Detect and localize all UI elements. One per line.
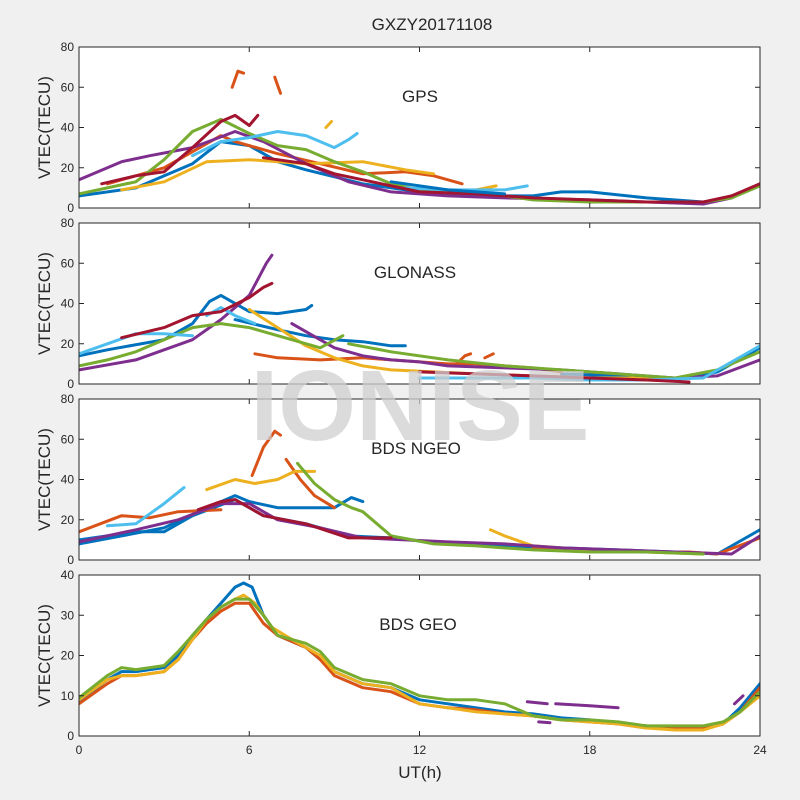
x-tick-label: 0 bbox=[76, 743, 83, 757]
series-line-9 bbox=[191, 130, 359, 158]
series-line-4 bbox=[525, 700, 549, 706]
series-line-9 bbox=[79, 322, 345, 368]
series-group bbox=[79, 581, 760, 732]
x-tick-label: 6 bbox=[246, 743, 253, 757]
series-group bbox=[79, 69, 760, 206]
series-line-10 bbox=[403, 184, 529, 192]
series-group bbox=[79, 429, 760, 556]
y-tick-label: 10 bbox=[61, 689, 75, 703]
series-line-15 bbox=[418, 370, 691, 384]
x-tick-label: 18 bbox=[583, 743, 597, 757]
y-tick-label: 40 bbox=[61, 297, 75, 311]
y-tick-label: 40 bbox=[61, 473, 75, 487]
series-line-11 bbox=[100, 113, 260, 186]
series-line-11 bbox=[196, 498, 393, 540]
series-line-6 bbox=[324, 120, 333, 129]
series-line-6 bbox=[205, 469, 316, 492]
watermark-ionise: IONISE bbox=[251, 350, 590, 462]
series-line-2 bbox=[79, 593, 760, 732]
panel-label: BDS NGEO bbox=[371, 439, 461, 458]
panel-label: GLONASS bbox=[374, 263, 456, 282]
plot-area bbox=[79, 399, 760, 560]
x-tick-label: 24 bbox=[753, 743, 767, 757]
figure-title: GXZY20171108 bbox=[372, 15, 493, 34]
panel-gps: 0 20 40 60 80 VTEC(TECU) GPS bbox=[35, 40, 761, 215]
series-line-14 bbox=[120, 281, 274, 340]
series-line-3 bbox=[250, 429, 282, 477]
y-tick-label: 20 bbox=[61, 649, 75, 663]
y-tick-label: 80 bbox=[61, 392, 75, 406]
series-line-6 bbox=[537, 720, 552, 725]
y-tick-label: 20 bbox=[61, 513, 75, 527]
y-tick-label: 40 bbox=[61, 568, 75, 582]
series-line-5 bbox=[483, 352, 495, 360]
series-line-2 bbox=[230, 69, 246, 89]
y-tick-label: 60 bbox=[61, 80, 75, 94]
y-tick-label: 0 bbox=[67, 729, 74, 743]
series-line-5 bbox=[554, 702, 620, 710]
series-line-7 bbox=[733, 694, 745, 706]
y-tick-label: 60 bbox=[61, 432, 75, 446]
series-line-12 bbox=[261, 156, 760, 204]
series-line-0 bbox=[79, 293, 314, 358]
series-line-4 bbox=[120, 158, 436, 192]
y-tick-label: 20 bbox=[61, 161, 75, 175]
y-axis-label: VTEC(TECU) bbox=[35, 604, 54, 707]
y-tick-label: 0 bbox=[67, 553, 74, 567]
y-tick-label: 40 bbox=[61, 121, 75, 135]
series-line-9 bbox=[296, 461, 705, 556]
series-line-7 bbox=[79, 253, 274, 372]
plot-area bbox=[79, 47, 760, 208]
y-tick-label: 0 bbox=[67, 377, 74, 391]
y-tick-label: 30 bbox=[61, 608, 75, 622]
panel-glonass: 0 20 40 60 80 VTEC(TECU) GLONASS bbox=[35, 216, 761, 391]
series-line-3 bbox=[273, 75, 282, 95]
panel-bds-ngeo: 0 20 40 60 80 VTEC(TECU) BDS NGEO bbox=[35, 392, 761, 567]
series-line-10 bbox=[105, 486, 186, 528]
panel-bds-geo: 0 10 20 30 40 0 6 12 18 24 VTEC(TECU) BDS GEO bbox=[35, 568, 767, 757]
x-tick-label: 12 bbox=[413, 743, 427, 757]
y-tick-label: 20 bbox=[61, 337, 75, 351]
plot-area bbox=[79, 575, 760, 736]
panel-label: GPS bbox=[402, 87, 438, 106]
y-tick-label: 60 bbox=[61, 256, 75, 270]
y-tick-label: 80 bbox=[61, 216, 75, 230]
series-line-13 bbox=[389, 180, 507, 196]
series-line-3 bbox=[79, 597, 760, 728]
y-tick-label: 80 bbox=[61, 40, 75, 54]
series-line-4 bbox=[284, 457, 336, 510]
y-axis-label: VTEC(TECU) bbox=[35, 252, 54, 355]
series-line-10 bbox=[347, 342, 760, 380]
x-axis-label: UT(h) bbox=[398, 763, 441, 782]
panel-label: BDS GEO bbox=[379, 615, 456, 634]
series-line-2 bbox=[79, 508, 223, 534]
y-axis-label: VTEC(TECU) bbox=[35, 76, 54, 179]
y-tick-label: 0 bbox=[67, 201, 74, 215]
y-axis-label: VTEC(TECU) bbox=[35, 428, 54, 531]
